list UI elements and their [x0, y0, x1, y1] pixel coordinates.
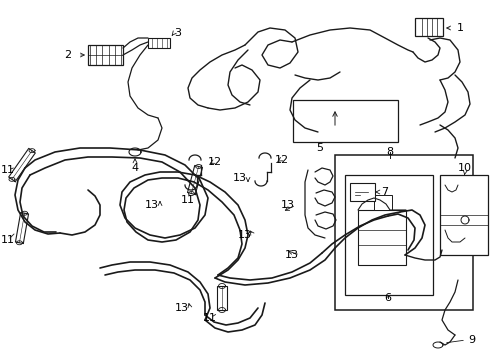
- Polygon shape: [9, 148, 35, 182]
- Polygon shape: [188, 166, 202, 194]
- Text: 13: 13: [285, 250, 299, 260]
- Bar: [217, 286, 227, 310]
- Bar: [335, 155, 473, 310]
- Text: 8: 8: [387, 147, 393, 157]
- Bar: [148, 38, 170, 48]
- Text: 4: 4: [131, 163, 139, 173]
- Text: 10: 10: [458, 163, 472, 173]
- Bar: [88, 45, 123, 65]
- Text: 1: 1: [457, 23, 464, 33]
- Text: 12: 12: [208, 157, 222, 167]
- Text: 13: 13: [145, 200, 159, 210]
- Text: 6: 6: [385, 293, 392, 303]
- Text: 13: 13: [233, 173, 247, 183]
- Bar: [374, 195, 392, 210]
- Bar: [440, 175, 488, 255]
- Text: 11: 11: [1, 235, 15, 245]
- Text: 13: 13: [238, 230, 252, 240]
- Bar: [415, 18, 443, 36]
- Bar: [358, 210, 406, 265]
- Text: 2: 2: [65, 50, 72, 60]
- Text: 9: 9: [468, 335, 476, 345]
- Bar: [350, 183, 375, 201]
- Text: 11: 11: [1, 165, 15, 175]
- Text: 7: 7: [381, 187, 389, 197]
- Text: 13: 13: [175, 303, 189, 313]
- Polygon shape: [16, 212, 28, 243]
- Text: 5: 5: [317, 143, 323, 153]
- Text: 3: 3: [174, 28, 181, 38]
- Text: 11: 11: [181, 195, 195, 205]
- Text: 12: 12: [275, 155, 289, 165]
- Text: 11: 11: [203, 313, 217, 323]
- Bar: [293, 100, 398, 142]
- Text: 13: 13: [281, 200, 295, 210]
- Bar: [345, 175, 433, 295]
